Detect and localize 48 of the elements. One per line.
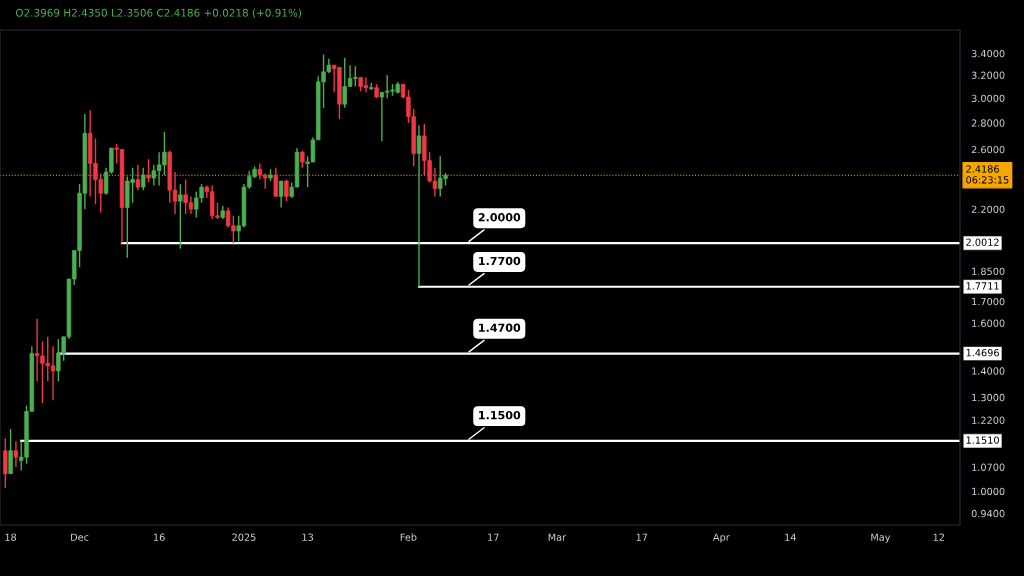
x-tick-label: Feb bbox=[400, 533, 417, 541]
x-tick-label: May bbox=[871, 533, 891, 543]
candlestick bbox=[146, 158, 151, 184]
candlestick bbox=[273, 167, 279, 198]
candlestick bbox=[13, 440, 19, 468]
x-tick-label: 17 bbox=[488, 533, 499, 541]
x-tick-label: 2025 bbox=[232, 533, 256, 541]
x-tick-label: 17 bbox=[636, 533, 648, 541]
x-tick-label: 12 bbox=[933, 533, 944, 541]
y-tick-label: 1.0700 bbox=[972, 463, 1005, 471]
text: O2.3969 H2.4350 L2.3506 C2.4186 +0.0218 (+0.91%) bbox=[15, 8, 302, 18]
y-tick-label: 1.3000 bbox=[972, 393, 1005, 402]
y-tick-label: 1.0000 bbox=[972, 487, 1005, 496]
candlestick bbox=[141, 167, 146, 191]
annotation: 1.1500 bbox=[479, 410, 521, 420]
candlestick bbox=[135, 164, 141, 191]
annotation: 1.7700 bbox=[479, 256, 521, 266]
y-tick-label: 1.6000 bbox=[972, 319, 1005, 327]
x-tick-label: Mar bbox=[548, 533, 567, 541]
ref-line-label: 2.4186 06:23:15 bbox=[966, 165, 1009, 184]
data-label: 2.0012 bbox=[966, 238, 999, 246]
data-label: 1.7711 bbox=[966, 282, 999, 290]
y-tick-label: 3.0000 bbox=[971, 94, 1005, 103]
x-tick-label: 14 bbox=[785, 533, 796, 541]
x-tick-label: 18 bbox=[5, 533, 17, 541]
y-tick-label: 3.2000 bbox=[971, 71, 1005, 79]
candlestick bbox=[278, 180, 284, 209]
x-tick-label: 16 bbox=[154, 533, 165, 541]
data-label: 1.1510 bbox=[966, 436, 999, 444]
candlestick bbox=[8, 428, 13, 475]
y-tick-label: 0.9400 bbox=[971, 509, 1005, 518]
annotation: 1.4700 bbox=[479, 323, 521, 332]
y-tick-label: 2.8000 bbox=[971, 119, 1005, 127]
x-tick-label: Apr bbox=[712, 533, 730, 543]
candlestick bbox=[416, 124, 422, 288]
candlestick bbox=[3, 437, 8, 489]
y-tick-label: 3.4000 bbox=[971, 49, 1005, 58]
data-label: 1.4696 bbox=[966, 348, 999, 357]
x-tick-label: Dec bbox=[71, 533, 89, 541]
y-tick-label: 1.7000 bbox=[972, 297, 1005, 306]
y-tick-label: 1.4000 bbox=[972, 367, 1005, 375]
y-tick-label: 2.2000 bbox=[971, 205, 1005, 213]
x-tick-label: 13 bbox=[302, 533, 314, 541]
y-tick-label: 1.8500 bbox=[972, 267, 1005, 275]
annotation: 2.0000 bbox=[478, 213, 521, 222]
y-tick-label: 2.6000 bbox=[971, 145, 1005, 154]
y-tick-label: 1.2200 bbox=[972, 416, 1005, 424]
candlestick bbox=[178, 183, 183, 250]
